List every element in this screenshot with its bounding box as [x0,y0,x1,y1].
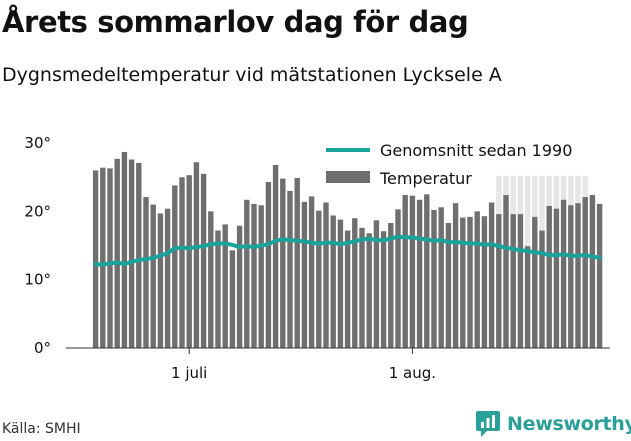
temperature-bar [596,203,603,348]
x-tick-label: 1 juli [171,364,207,382]
x-axis: 1 juli 1 aug. [171,348,436,382]
temperature-bar [568,205,574,348]
temperature-bar [200,173,207,348]
temperature-bar [467,216,473,348]
temperature-bar [424,194,430,348]
x-tick-label: 1 aug. [389,364,436,382]
y-tick-label: 0° [34,339,51,357]
temperature-bar [496,214,502,348]
temperature-bar [208,211,214,348]
legend-label-temperature: Temperatur [379,169,472,188]
legend: Genomsnitt sedan 1990 Temperatur [326,141,572,188]
legend-label-average: Genomsnitt sedan 1990 [380,141,572,160]
temperature-bar [323,202,329,348]
newsworthy-chart-logo-icon [476,411,500,437]
temperature-bar [380,231,387,348]
temperature-bar [164,208,171,348]
temperature-bar [431,210,437,348]
temperature-bar [337,219,344,348]
temperature-bar [186,175,192,348]
temperature-bar [402,195,408,348]
temperature-bar [352,218,358,348]
temperature-bar [251,203,257,348]
temperature-bar [244,199,250,348]
temperature-bar [481,216,488,348]
y-tick-label: 20° [24,202,51,220]
legend-bar-swatch [326,171,370,183]
y-tick-label: 10° [24,271,51,289]
temperature-bar [582,197,588,348]
temperature-bar [308,196,315,348]
temperature-bar [121,151,128,348]
temperature-bar [316,210,322,348]
temperature-bar [258,205,264,348]
brand-name: Newsworthy [507,413,631,435]
temperature-bar [215,230,221,348]
chart-title: Årets sommarlov dag för dag [2,5,469,39]
temperature-bar [452,203,459,348]
temperature-bar [229,250,236,348]
temperature-bar [560,199,567,348]
temperature-bar [157,213,164,348]
y-axis: 0° 10° 20° 30° [24,134,51,357]
temperature-bar [107,168,113,348]
temperature-bar [265,182,272,348]
temperature-bar [114,158,120,348]
temperature-bar [280,178,286,348]
temperature-bar [575,203,581,348]
temperature-bar [100,167,106,348]
temperature-bar [179,177,185,348]
temperature-bar [503,195,509,348]
temperature-bar [553,208,560,348]
temperature-bar [236,225,243,348]
temperature-bar [92,170,99,348]
source-note: Källa: SMHI [2,421,81,437]
temperature-bar [344,230,351,348]
brand-logo[interactable]: Newsworthy [475,407,631,441]
temperature-bar [143,197,149,348]
temperature-bar [510,214,516,348]
temperature-bars [92,151,603,348]
y-tick-label: 30° [24,134,51,152]
temperature-bar [445,223,452,348]
temperature-bar [409,195,416,348]
average-line [93,234,602,267]
temperature-bar [474,211,480,348]
temperature-bar [359,227,365,348]
temperature-bar [136,162,142,348]
temperature-bar [272,164,279,348]
temperature-bar [193,162,200,348]
temperature-bar [128,159,135,348]
temperature-bar [373,220,380,348]
temperature-bar [222,224,228,348]
temperature-bar [546,205,552,348]
temperature-bar [524,246,531,348]
temperature-bar [438,207,444,348]
temperature-bar [517,214,524,348]
temperature-bar [488,202,495,348]
temperature-bar [172,185,178,348]
temperature-bar [294,177,300,348]
temperature-bar [416,199,423,348]
temperature-bar [460,217,466,348]
temperature-bar [388,223,394,348]
temperature-bar [539,230,545,348]
temperature-bar [150,204,156,348]
chart-subtitle: Dygnsmedeltemperatur vid mätstationen Ly… [2,64,502,86]
temperature-chart: 0° 10° 20° 30° 1 juli 1 aug. Genomsnitt seda… [24,134,610,382]
temperature-bar [301,201,308,348]
temperature-bar [395,209,401,348]
temperature-bar [532,216,538,348]
temperature-bar [287,190,293,348]
temperature-bar [589,195,596,348]
temperature-bar [366,233,372,348]
temperature-bar [330,215,336,348]
